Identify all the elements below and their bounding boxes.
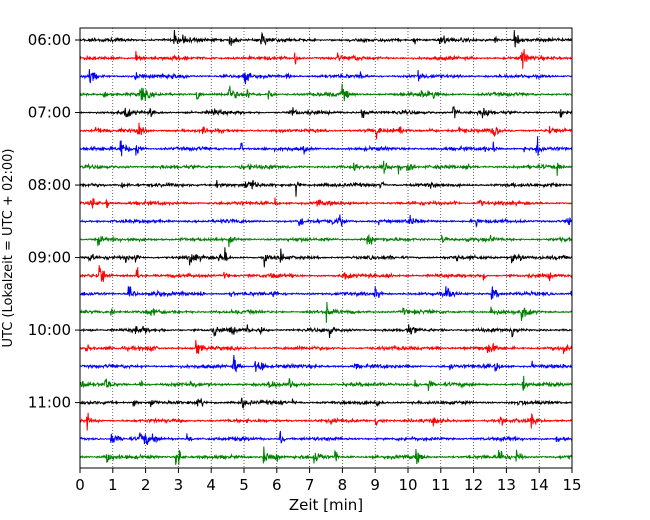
x-tick-label: 2	[141, 476, 151, 494]
trace-line	[79, 106, 573, 119]
trace-line	[79, 247, 573, 268]
trace-line	[79, 265, 573, 283]
y-tick-label: 11:00	[28, 394, 71, 412]
trace-line	[79, 339, 573, 354]
x-tick-label: 8	[338, 476, 348, 494]
x-tick-label: 0	[75, 476, 85, 494]
x-tick-label: 12	[464, 476, 483, 494]
trace-line	[79, 301, 573, 323]
y-tick-label: 10:00	[28, 321, 71, 339]
x-tick-label: 5	[239, 476, 249, 494]
y-axis-ticks: 06:00 07:00 08:00 09:00 10:00 11:00	[28, 31, 80, 412]
x-tick-label: 11	[431, 476, 450, 494]
vertical-gridlines	[112, 28, 540, 468]
trace-line	[79, 179, 573, 197]
trace-line	[79, 397, 573, 409]
x-tick-label: 13	[497, 476, 516, 494]
x-tick-label: 15	[562, 476, 581, 494]
trace-line	[79, 375, 573, 391]
x-tick-label: 1	[108, 476, 118, 494]
trace-line	[79, 430, 573, 445]
x-tick-label: 7	[305, 476, 315, 494]
trace-line	[79, 197, 573, 209]
plot-area	[80, 28, 572, 468]
trace-line	[79, 160, 573, 176]
trace-line	[79, 286, 573, 300]
x-tick-label: 6	[272, 476, 282, 494]
y-tick-label: 07:00	[28, 104, 71, 122]
seismic-traces	[79, 29, 573, 466]
trace-line	[79, 136, 573, 157]
y-tick-label: 08:00	[28, 176, 71, 194]
x-axis-ticks: 0 1 2 3 4 5 6 7 8 9 10 11 12 13 14 15	[75, 468, 582, 494]
y-tick-label: 09:00	[28, 249, 71, 267]
trace-line	[79, 69, 573, 85]
y-axis-label: UTC (Lokalzeit = UTC + 02:00)	[1, 149, 16, 348]
x-tick-label: 4	[206, 476, 216, 494]
x-axis-label: Zeit [min]	[289, 496, 363, 514]
x-tick-label: 9	[370, 476, 380, 494]
trace-line	[79, 29, 573, 48]
plot-border	[79, 27, 573, 469]
trace-line	[79, 324, 573, 338]
x-tick-label: 10	[398, 476, 417, 494]
trace-line	[79, 49, 573, 69]
trace-line	[79, 412, 573, 431]
trace-line	[80, 122, 573, 140]
y-tick-label: 06:00	[28, 31, 71, 49]
trace-line	[79, 83, 573, 102]
x-tick-label: 3	[174, 476, 184, 494]
trace-line	[79, 214, 573, 228]
trace-line	[80, 233, 573, 248]
trace-line	[79, 354, 573, 373]
trace-line	[79, 446, 573, 466]
x-tick-label: 14	[530, 476, 549, 494]
